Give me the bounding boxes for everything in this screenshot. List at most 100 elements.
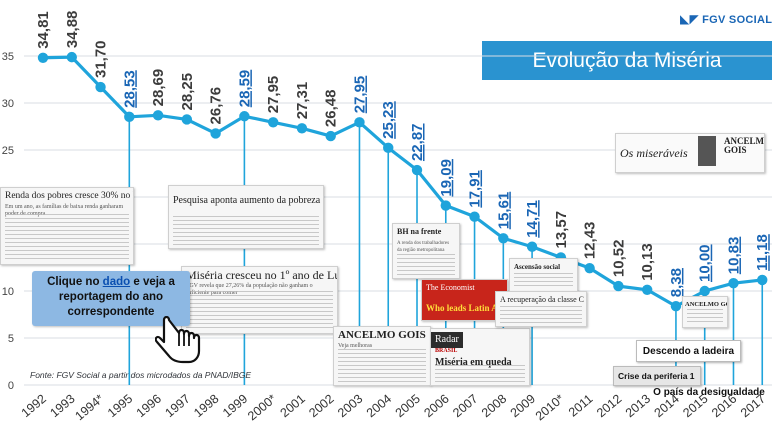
x-tick-label: 1996 xyxy=(134,392,164,421)
data-point xyxy=(498,233,509,244)
clipping-radar[interactable]: Radar BRASIL Miséria em queda xyxy=(430,328,530,386)
clipping-headline: Miséria cresceu no 1º ano de Lula xyxy=(186,268,338,282)
y-tick-label: 10 xyxy=(2,286,14,298)
data-point xyxy=(37,52,49,63)
y-tick-label: 35 xyxy=(2,51,14,63)
fgv-logo-icon: ◣◤ xyxy=(680,12,700,26)
data-label: 10,00 xyxy=(697,244,714,282)
data-label: 11,18 xyxy=(754,234,771,271)
data-label: 8,38 xyxy=(668,268,685,297)
clipping-crise-periferia[interactable]: Crise da periferia 1 xyxy=(613,366,701,386)
data-label: 26,76 xyxy=(208,87,225,125)
clipping-pesquisa-pobreza[interactable]: Pesquisa aponta aumento da pobreza xyxy=(168,185,324,249)
data-label: 10,83 xyxy=(725,237,742,275)
clipping-headline: Os miseráveis xyxy=(620,146,688,160)
data-point xyxy=(267,117,279,128)
data-label: 17,91 xyxy=(467,170,484,208)
clipping-miseria-lula[interactable]: Miséria cresceu no 1º ano de Lula FGV re… xyxy=(181,266,338,334)
data-label: 31,70 xyxy=(93,40,110,78)
data-point xyxy=(95,81,106,93)
x-tick-label: 2007 xyxy=(450,392,480,421)
clipping-sub: Veja melhoras xyxy=(338,343,373,349)
callout-text-highlight: dado xyxy=(102,276,131,288)
x-tick-label: 2000* xyxy=(245,391,279,423)
data-label: 13,57 xyxy=(553,211,570,249)
data-label: 10,13 xyxy=(639,243,656,281)
data-label: 34,88 xyxy=(64,11,81,49)
clipping-sub: ANCELMO GOIS xyxy=(724,136,764,155)
callout-text-after: e veja a reportagem do ano correspondent… xyxy=(58,276,175,318)
clipping-ascensao[interactable]: Ascensão social xyxy=(509,258,578,292)
clipping-sub: BRASIL xyxy=(435,348,458,354)
data-point xyxy=(440,200,451,211)
x-tick-label: 1997 xyxy=(162,392,192,421)
clipping-headline: ANCELMO GOIS xyxy=(685,301,727,308)
data-point xyxy=(411,164,423,176)
x-tick-label: 2012 xyxy=(594,392,624,421)
x-tick-label: 1999 xyxy=(220,392,250,421)
x-tick-label: 2001 xyxy=(278,392,308,421)
clipping-pais-desigualdade[interactable]: O país da desigualdade xyxy=(653,386,765,398)
data-point xyxy=(757,274,768,286)
clipping-headline: Pesquisa aponta aumento da pobreza xyxy=(173,195,321,206)
clipping-headline: A recuperação da classe C xyxy=(500,295,584,304)
x-tick-label: 1995 xyxy=(105,392,135,421)
x-tick-label: 2009 xyxy=(508,392,538,421)
data-point xyxy=(66,51,77,63)
clipping-sub: A renda dos trabalhadores da região metr… xyxy=(397,241,450,253)
x-tick-label: 1998 xyxy=(191,392,221,421)
clipping-sub: Who leads Latin America? xyxy=(426,303,507,313)
x-tick-label: 2004 xyxy=(364,392,394,421)
data-point xyxy=(239,111,250,122)
x-tick-label: 2008 xyxy=(479,392,509,421)
clipping-economist[interactable]: The Economist Who leads Latin America? xyxy=(421,279,508,321)
data-label: 15,61 xyxy=(495,192,512,230)
data-point xyxy=(181,114,193,125)
clipping-descendo[interactable]: Descendo a ladeira xyxy=(636,340,741,362)
clipping-classe-c[interactable]: A recuperação da classe C xyxy=(495,291,587,327)
data-label: 27,31 xyxy=(294,82,311,120)
x-tick-label: 2006 xyxy=(421,392,451,421)
brand-name: FGV SOCIAL xyxy=(702,14,773,26)
clipping-headline: Ascensão social xyxy=(514,263,561,271)
portrait-image xyxy=(698,136,716,166)
hand-pointer-icon xyxy=(155,316,201,364)
data-point xyxy=(699,285,710,297)
x-tick-label: 2002 xyxy=(306,392,336,421)
clipping-headline: BH na frente xyxy=(397,227,442,236)
data-point xyxy=(296,123,308,134)
clipping-miseraveis[interactable]: Os miseráveis ANCELMO GOIS xyxy=(615,133,765,173)
x-tick-label: 2011 xyxy=(566,392,596,420)
brand: ◣◤ FGV SOCIAL xyxy=(680,12,776,26)
y-tick-label: 30 xyxy=(2,98,14,110)
clipping-ancelmo-2004[interactable]: ANCELMO GOIS Veja melhoras xyxy=(333,326,431,386)
clipping-headline: ANCELMO GOIS xyxy=(338,329,426,341)
data-label: 25,23 xyxy=(380,101,397,139)
data-label: 10,52 xyxy=(610,240,627,278)
data-point xyxy=(383,142,394,154)
data-point xyxy=(670,301,682,312)
x-tick-label: 2005 xyxy=(393,392,423,421)
data-label: 27,95 xyxy=(265,76,282,114)
data-label: 34,81 xyxy=(35,11,52,49)
data-point xyxy=(613,280,624,292)
clipping-headline: Renda dos pobres cresce 30% no Real xyxy=(5,191,133,201)
data-point xyxy=(641,284,653,295)
x-tick-label: 1994* xyxy=(72,391,106,423)
clipping-bh-frente[interactable]: BH na frente A renda dos trabalhadores d… xyxy=(392,223,460,279)
data-label: 28,25 xyxy=(179,73,196,111)
page-title: Evolução da Miséria xyxy=(482,41,772,80)
x-tick-label: 2003 xyxy=(335,392,365,421)
clipping-renda-pobres[interactable]: Renda dos pobres cresce 30% no Real Em u… xyxy=(0,187,134,265)
data-point xyxy=(469,211,480,222)
clipping-headline: The Economist xyxy=(426,283,475,292)
clipping-ancelmo-2015[interactable]: ANCELMO GOIS xyxy=(682,296,728,328)
data-label: 27,95 xyxy=(351,76,368,114)
data-label: 28,53 xyxy=(121,70,138,108)
clipping-extra: Miséria em queda xyxy=(435,357,512,368)
x-tick-label: 1993 xyxy=(47,392,77,421)
y-tick-label: 0 xyxy=(8,380,14,392)
data-point xyxy=(325,130,336,142)
